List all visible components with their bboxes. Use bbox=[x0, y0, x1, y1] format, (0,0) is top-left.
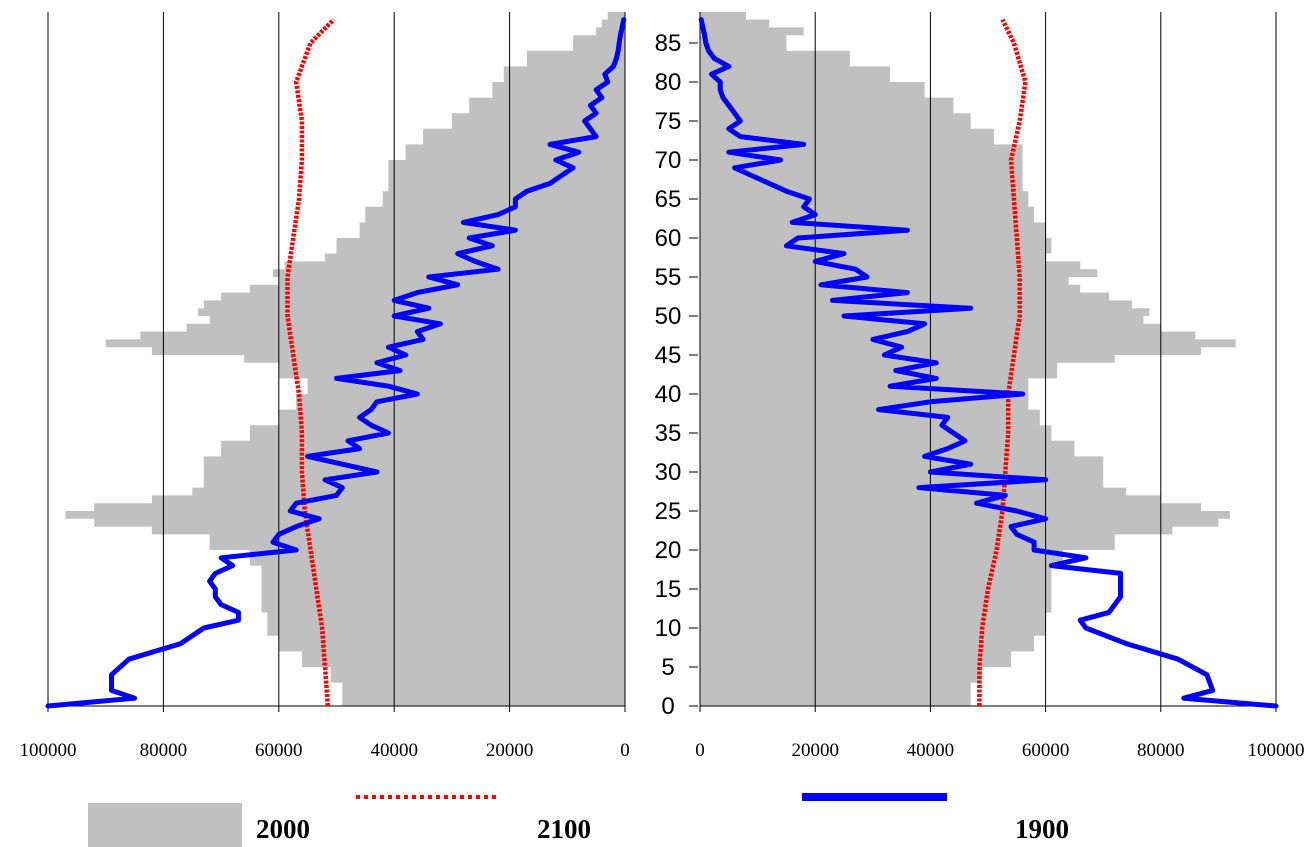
x-tick-label-left-80000: 80000 bbox=[140, 740, 188, 761]
age-tick-label-65: 65 bbox=[655, 186, 682, 213]
age-tick-label-75: 75 bbox=[655, 108, 682, 135]
line-2100-right bbox=[977, 18, 1028, 706]
area-2000-right bbox=[700, 12, 1236, 706]
x-tick-label-left-40000: 40000 bbox=[370, 740, 418, 761]
age-tick-label-5: 5 bbox=[661, 654, 674, 681]
legend-label-2100: 2100 bbox=[537, 814, 591, 844]
x-tick-label-right-40000: 40000 bbox=[907, 740, 955, 761]
age-tick-label-70: 70 bbox=[655, 147, 682, 174]
x-tick-label-left-60000: 60000 bbox=[255, 740, 303, 761]
age-tick-label-10: 10 bbox=[655, 615, 682, 642]
tick-label-layer: 100000 80000 60000 40000 20000 0 0 20000 40000 60… bbox=[20, 30, 1305, 761]
area-2000-left bbox=[65, 12, 626, 706]
area-layer bbox=[65, 12, 1236, 706]
x-tick-label-right-0: 0 bbox=[695, 740, 705, 761]
x-tick-label-right-100000: 100000 bbox=[1248, 740, 1305, 761]
age-tick-label-60: 60 bbox=[655, 225, 682, 252]
line-1900-left bbox=[45, 17, 627, 709]
legend: 2000 2100 1900 bbox=[88, 793, 1069, 847]
legend-label-1900: 1900 bbox=[1015, 814, 1069, 844]
legend-swatch-2000 bbox=[88, 803, 242, 847]
x-tick-label-right-20000: 20000 bbox=[791, 740, 839, 761]
x-tick-label-right-60000: 60000 bbox=[1022, 740, 1070, 761]
grid-layer bbox=[47, 12, 1277, 712]
x-tick-label-left-100000: 100000 bbox=[20, 740, 77, 761]
age-tick-label-50: 50 bbox=[655, 303, 682, 330]
line-layer bbox=[45, 17, 1279, 709]
line-2100-left bbox=[285, 18, 336, 707]
legend-label-2000: 2000 bbox=[256, 814, 310, 844]
age-tick-label-55: 55 bbox=[655, 264, 682, 291]
age-tick-label-80: 80 bbox=[655, 69, 682, 96]
x-tick-label-left-0: 0 bbox=[620, 740, 630, 761]
age-tick-label-30: 30 bbox=[655, 459, 682, 486]
age-tick-label-35: 35 bbox=[655, 420, 682, 447]
line-1900-right bbox=[698, 17, 1279, 709]
age-tick-label-25: 25 bbox=[655, 498, 682, 525]
age-tick-label-0: 0 bbox=[661, 693, 674, 720]
x-tick-label-left-20000: 20000 bbox=[486, 740, 534, 761]
x-tick-label-right-80000: 80000 bbox=[1137, 740, 1185, 761]
age-tick-label-45: 45 bbox=[655, 342, 682, 369]
age-tick-label-15: 15 bbox=[655, 576, 682, 603]
age-tick-label-85: 85 bbox=[655, 30, 682, 57]
age-tick-label-40: 40 bbox=[655, 381, 682, 408]
age-tick-label-20: 20 bbox=[655, 537, 682, 564]
